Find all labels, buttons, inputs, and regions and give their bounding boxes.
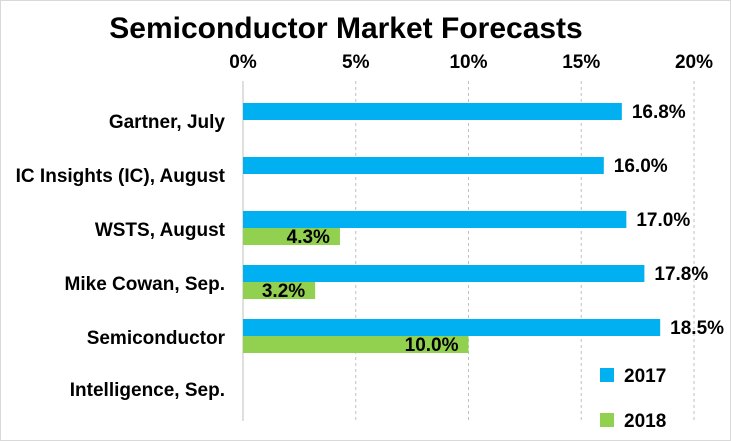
bar-2018	[243, 336, 469, 353]
category-label: IC Insights (IC), August	[16, 166, 226, 187]
bar-2017	[243, 157, 604, 174]
legend-label: 2017	[624, 366, 666, 387]
category-label: Gartner, July	[109, 112, 226, 133]
data-label: 4.3%	[287, 227, 330, 248]
x-tick-label: 15%	[562, 52, 600, 73]
bar-2017	[243, 265, 645, 282]
x-tick-label: 20%	[675, 52, 713, 73]
bar-2017	[243, 103, 622, 120]
data-label: 16.8%	[632, 102, 686, 123]
category-label: Semiconductor	[87, 328, 226, 349]
category-labels: Gartner, July IC Insights (IC), August WST…	[16, 112, 226, 401]
legend-swatch-2017	[600, 368, 614, 382]
bars	[243, 103, 661, 353]
x-tick-labels: 0% 5% 10% 15% 20%	[229, 52, 713, 73]
bar-2018	[243, 282, 316, 299]
data-label: 17.8%	[654, 264, 708, 285]
legend: 2017 2018	[600, 366, 666, 432]
x-tick-label: 10%	[449, 52, 487, 73]
data-label: 10.0%	[405, 335, 459, 356]
data-label: 18.5%	[670, 318, 724, 339]
category-label: Mike Cowan, Sep.	[65, 274, 225, 295]
chart-title: Semiconductor Market Forecasts	[109, 12, 582, 45]
x-tick-label: 0%	[229, 52, 257, 73]
bar-2018	[243, 228, 340, 245]
legend-swatch-2018	[600, 413, 614, 427]
data-label: 17.0%	[636, 210, 690, 231]
x-tick-label: 5%	[342, 52, 370, 73]
data-labels: 16.8% 16.0% 17.0% 4.3% 17.8% 3.2% 18.5% 10.0%	[262, 102, 724, 356]
category-label: Intelligence, Sep.	[70, 380, 225, 401]
gridlines	[242, 81, 695, 421]
data-label: 16.0%	[614, 156, 668, 177]
bar-2017	[243, 211, 627, 228]
data-label: 3.2%	[262, 281, 305, 302]
legend-label: 2018	[624, 411, 666, 432]
bar-2017	[243, 319, 661, 336]
category-label: WSTS, August	[95, 220, 226, 241]
